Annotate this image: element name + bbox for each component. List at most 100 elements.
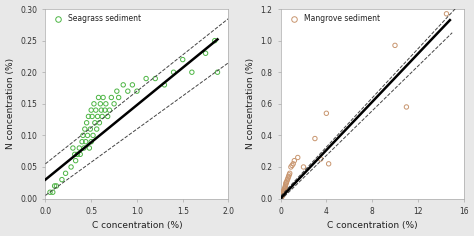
- Point: [179, 58, 186, 61]
- Point: [81, 127, 89, 131]
- Point: [115, 96, 122, 99]
- Point: [128, 83, 136, 87]
- Point: [284, 176, 292, 180]
- Point: [278, 195, 285, 199]
- Point: [287, 165, 295, 169]
- Point: [83, 121, 91, 125]
- Y-axis label: N concentration (%): N concentration (%): [6, 58, 15, 149]
- Point: [280, 189, 288, 193]
- Point: [391, 43, 399, 47]
- Point: [78, 140, 86, 143]
- Point: [82, 140, 90, 143]
- Point: [86, 127, 94, 131]
- Point: [67, 165, 75, 169]
- Point: [108, 96, 115, 99]
- Point: [124, 89, 132, 93]
- Point: [402, 105, 410, 109]
- Point: [279, 194, 286, 197]
- Point: [92, 108, 100, 112]
- Point: [279, 190, 287, 194]
- Point: [325, 162, 332, 166]
- Point: [96, 121, 103, 125]
- Point: [95, 96, 102, 99]
- Point: [291, 159, 298, 163]
- Point: [300, 165, 307, 169]
- Point: [102, 102, 109, 106]
- Point: [283, 178, 291, 181]
- Point: [281, 189, 288, 193]
- Point: [311, 137, 319, 140]
- Point: [110, 102, 118, 106]
- Point: [279, 192, 287, 196]
- Point: [100, 96, 107, 99]
- Point: [294, 156, 301, 159]
- Point: [282, 182, 290, 186]
- Point: [101, 108, 109, 112]
- Point: [76, 152, 84, 156]
- Point: [281, 185, 289, 189]
- Point: [280, 190, 287, 194]
- Point: [88, 114, 96, 118]
- Point: [142, 77, 150, 80]
- Point: [170, 70, 177, 74]
- Point: [133, 89, 141, 93]
- Point: [62, 171, 69, 175]
- Point: [90, 102, 98, 106]
- Point: [283, 179, 291, 183]
- Point: [283, 181, 290, 185]
- Point: [286, 171, 293, 175]
- Point: [93, 127, 100, 131]
- Point: [288, 164, 296, 167]
- Point: [72, 159, 80, 163]
- Point: [79, 134, 87, 137]
- Point: [97, 102, 104, 106]
- Point: [188, 70, 196, 74]
- Point: [75, 146, 83, 150]
- Point: [106, 108, 113, 112]
- Point: [49, 190, 56, 194]
- Point: [85, 114, 92, 118]
- Point: [94, 114, 101, 118]
- Point: [317, 157, 324, 161]
- Point: [80, 146, 88, 150]
- X-axis label: C concentration (%): C concentration (%): [327, 221, 418, 230]
- Point: [98, 108, 105, 112]
- Point: [214, 70, 221, 74]
- Point: [69, 146, 77, 150]
- Point: [211, 39, 219, 42]
- Point: [91, 121, 99, 125]
- Point: [282, 187, 289, 191]
- Point: [71, 152, 79, 156]
- Legend: Mangrove sediment: Mangrove sediment: [284, 13, 381, 25]
- Point: [202, 51, 210, 55]
- Point: [99, 114, 106, 118]
- Point: [104, 114, 111, 118]
- Point: [285, 175, 292, 178]
- Point: [285, 173, 293, 177]
- Legend: Seagrass sediment: Seagrass sediment: [49, 13, 143, 25]
- Point: [161, 83, 168, 87]
- Point: [290, 162, 297, 166]
- Y-axis label: N concentration (%): N concentration (%): [246, 58, 255, 149]
- Point: [58, 178, 66, 181]
- Point: [113, 89, 120, 93]
- Point: [46, 190, 54, 194]
- Point: [87, 108, 95, 112]
- Point: [119, 83, 127, 87]
- Point: [86, 146, 93, 150]
- Point: [51, 184, 58, 188]
- Point: [152, 77, 159, 80]
- Point: [279, 194, 286, 197]
- X-axis label: C concentration (%): C concentration (%): [91, 221, 182, 230]
- Point: [53, 184, 60, 188]
- Point: [84, 134, 91, 137]
- Point: [280, 190, 288, 194]
- Point: [282, 184, 289, 188]
- Point: [87, 140, 95, 143]
- Point: [89, 134, 97, 137]
- Point: [283, 181, 290, 185]
- Point: [73, 152, 81, 156]
- Point: [323, 111, 330, 115]
- Point: [281, 187, 288, 191]
- Point: [443, 12, 450, 16]
